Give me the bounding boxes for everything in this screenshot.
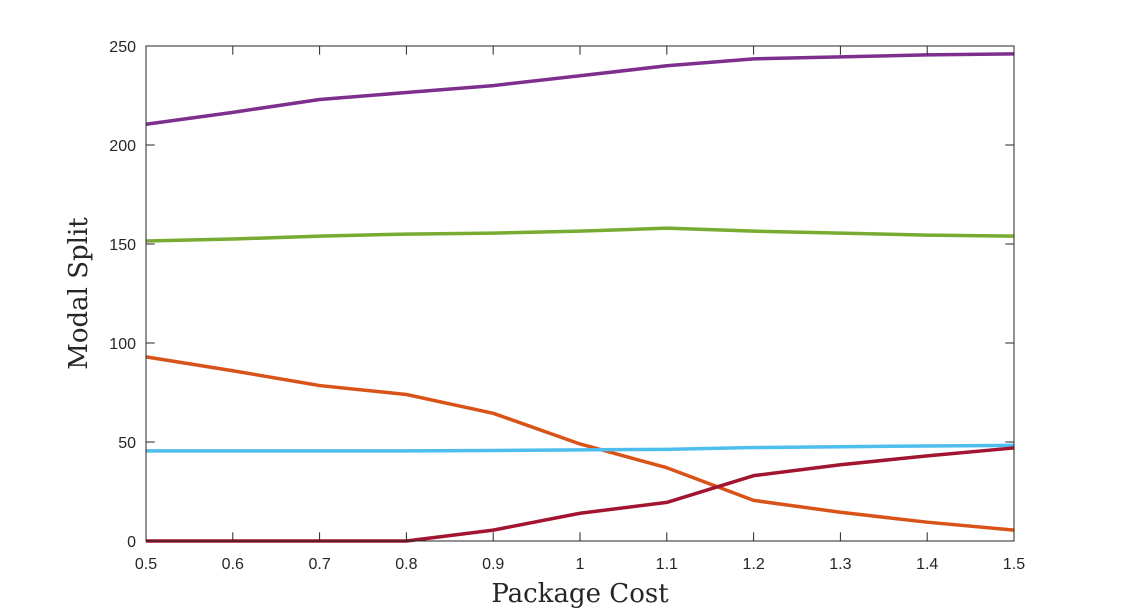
x-axis-title: Package Cost	[491, 579, 669, 609]
x-tick-label: 1.3	[829, 556, 851, 573]
series-line-purple	[145, 52, 1015, 126]
series-line-dark-red	[146, 446, 1015, 543]
series-line-orange	[145, 355, 1015, 532]
y-tick-label: 200	[109, 138, 136, 155]
x-tick-label: 1.2	[742, 556, 764, 573]
x-tick-label: 1	[576, 556, 585, 573]
x-tick-label: 0.9	[482, 556, 504, 573]
series-line-light-blue	[146, 443, 1015, 453]
x-tick-label: 0.6	[222, 556, 244, 573]
y-tick-label: 150	[109, 237, 136, 254]
y-tick-label: 250	[109, 39, 136, 56]
y-tick-label: 50	[118, 435, 136, 452]
ticks-group: 0.5 0.6 0.7 0.8 0.9 1 1.1 1.2 1.3 1.4 1.5 0 50 100 150…	[109, 39, 1025, 573]
series-line-green	[145, 226, 1015, 243]
x-tick-label: 0.8	[395, 556, 417, 573]
series-group	[145, 52, 1015, 543]
x-tick-label: 1.1	[656, 556, 678, 573]
x-tick-label: 0.7	[308, 556, 330, 573]
y-tick-label: 100	[109, 336, 136, 353]
x-tick-label: 1.4	[916, 556, 938, 573]
x-tick-label: 0.5	[135, 556, 157, 573]
y-axis-title: Modal Split	[64, 217, 94, 370]
x-tick-label: 1.5	[1003, 556, 1025, 573]
y-tick-label: 0	[127, 534, 136, 551]
plot-area-frame	[145, 45, 1015, 542]
